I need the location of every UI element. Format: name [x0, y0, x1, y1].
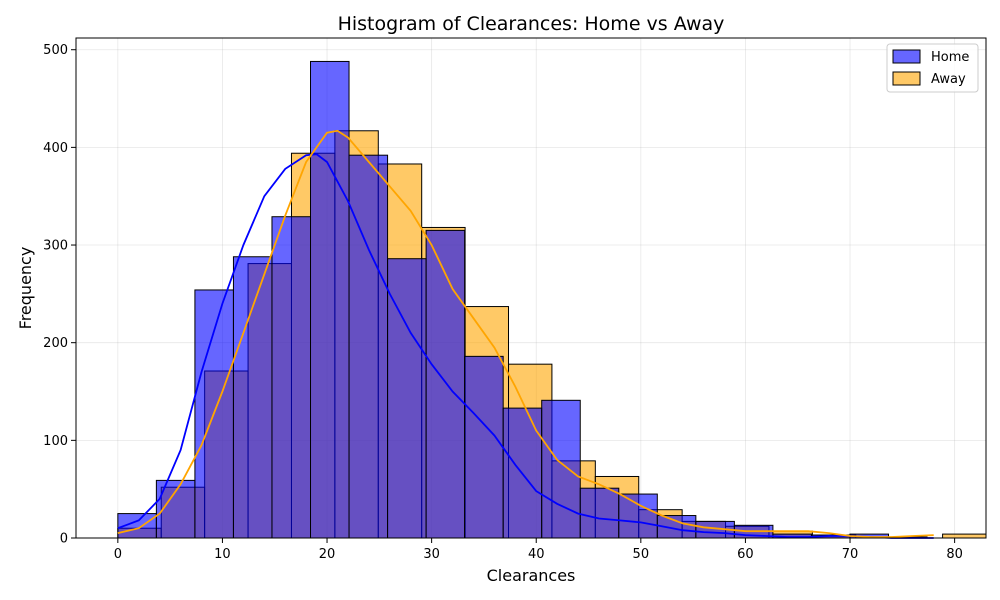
home-bar [271, 216, 312, 539]
legend-away-swatch [892, 71, 921, 86]
x-axis-label: Clearances [487, 566, 576, 585]
y-axis-ticks: 0 100 200 300 400 500 [43, 43, 76, 547]
y-tick-label: 0 [60, 532, 68, 547]
home-bar [310, 60, 350, 539]
home-bar [348, 154, 389, 539]
home-bar [232, 256, 273, 539]
x-axis-ticks: 0 10 20 30 40 50 60 70 80 [114, 538, 963, 562]
plot-frame [75, 37, 987, 539]
home-bar [618, 493, 658, 539]
y-tick-label: 200 [43, 336, 68, 351]
away-kde-line [117, 129, 934, 538]
home-bar [541, 399, 581, 539]
x-tick-label: 30 [423, 547, 440, 562]
y-tick-label: 100 [43, 434, 68, 449]
home-bar [464, 355, 504, 539]
legend-home-swatch [892, 49, 921, 64]
x-tick-label: 40 [528, 547, 545, 562]
x-tick-label: 10 [214, 547, 231, 562]
x-tick-label: 60 [737, 547, 754, 562]
home-kde-line [117, 153, 934, 539]
home-bar [579, 487, 620, 539]
home-bar [387, 258, 427, 539]
y-tick-label: 500 [43, 43, 68, 58]
legend-away-label: Away [931, 72, 966, 87]
away-bar [942, 533, 987, 539]
x-tick-label: 70 [842, 547, 859, 562]
x-tick-label: 80 [946, 547, 963, 562]
home-bar [425, 229, 466, 539]
y-tick-label: 400 [43, 141, 68, 156]
kde-curves [117, 129, 934, 539]
y-tick-label: 300 [43, 239, 68, 254]
home-bars [117, 60, 928, 539]
legend-home-label: Home [931, 50, 969, 65]
legend: Home Away [886, 43, 979, 93]
chart-title: Histogram of Clearances: Home vs Away [338, 13, 725, 35]
x-tick-label: 20 [319, 547, 336, 562]
y-axis-label: Frequency [16, 247, 35, 330]
x-tick-label: 50 [633, 547, 650, 562]
x-tick-label: 0 [114, 547, 122, 562]
